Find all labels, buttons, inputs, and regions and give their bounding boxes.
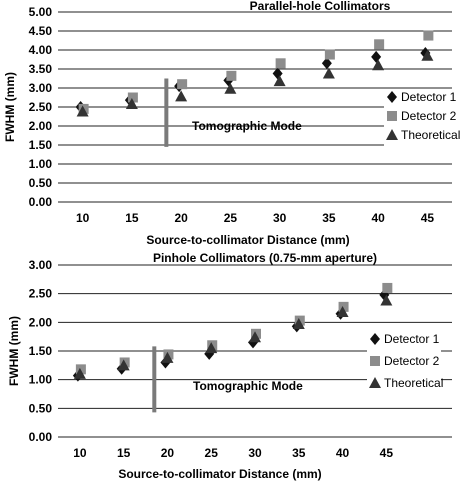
data-point	[382, 282, 393, 293]
y-tick-label: 0.50	[29, 176, 53, 190]
data-point	[321, 57, 332, 70]
x-tick-label: 10	[76, 211, 90, 225]
chart-title: Parallel-hole Collimators	[250, 0, 391, 13]
x-tick-label: 25	[224, 211, 238, 225]
legend-marker	[387, 111, 397, 121]
data-point	[374, 39, 385, 50]
data-point	[338, 301, 349, 312]
x-tick-label: 15	[117, 446, 131, 460]
data-point	[125, 97, 138, 109]
x-tick-label: 15	[125, 211, 139, 225]
legend-marker	[369, 377, 381, 388]
y-tick-label: 2.00	[29, 119, 53, 133]
data-point	[117, 359, 130, 371]
data-point	[224, 82, 237, 94]
y-tick-label: 0.00	[29, 430, 53, 444]
legend-entry: Detector 2	[384, 354, 440, 368]
data-point	[380, 294, 393, 306]
data-point	[177, 79, 188, 90]
y-tick-label: 3.00	[29, 81, 53, 95]
y-tick-label: 4.50	[29, 24, 53, 38]
legend-entry: Detector 2	[401, 109, 457, 123]
data-point	[73, 367, 86, 379]
series-detector-1	[75, 47, 431, 113]
y-axis-label: FWHM (mm)	[3, 72, 17, 142]
legend-marker	[370, 333, 380, 345]
legend-entry: Detector 1	[401, 90, 457, 104]
data-point	[161, 351, 174, 363]
data-point	[275, 58, 286, 69]
y-tick-label: 4.00	[29, 43, 53, 57]
chart-parallel-hole: Parallel-hole Collimators Source-to-coll…	[3, 0, 460, 247]
data-point	[127, 92, 138, 103]
data-point	[76, 105, 89, 117]
y-tick-label: 1.00	[29, 157, 53, 171]
x-tick-label: 30	[248, 446, 262, 460]
series-theoretical	[76, 49, 434, 117]
data-point	[226, 70, 237, 81]
data-point	[324, 49, 335, 60]
y-tick-label: 0.50	[29, 401, 53, 415]
legend-marker	[386, 129, 398, 140]
data-point	[249, 331, 261, 343]
data-point	[205, 342, 218, 354]
x-tick-label: 20	[174, 211, 188, 225]
series-theoretical	[73, 294, 393, 379]
chart-title: Pinhole Collimators (0.75-mm aperture)	[153, 251, 377, 265]
x-axis-label: Source-to-collimator Distance (mm)	[118, 467, 321, 481]
legend-entry: Theoretical	[401, 128, 460, 142]
data-point	[423, 30, 434, 41]
annotation-label: Tomographic Mode	[193, 379, 303, 393]
data-point	[175, 90, 188, 102]
y-tick-label: 2.50	[29, 287, 53, 301]
x-tick-label: 40	[336, 446, 350, 460]
x-tick-label: 20	[161, 446, 175, 460]
gridlines	[58, 11, 452, 203]
y-tick-label: 2.50	[29, 100, 53, 114]
data-point	[273, 75, 286, 87]
x-tick-label: 35	[292, 446, 306, 460]
legend: Detector 1 Detector 2 Theoretical	[367, 331, 443, 401]
x-tick-label: 35	[322, 211, 336, 225]
y-tick-label: 3.50	[29, 62, 53, 76]
y-tick-label: 3.00	[29, 258, 53, 272]
y-tick-label: 1.50	[29, 138, 53, 152]
data-point	[421, 49, 434, 61]
annotation-label: Tomographic Mode	[192, 119, 302, 133]
y-tick-label: 0.00	[29, 195, 53, 209]
legend-marker	[370, 356, 380, 366]
x-tick-label: 45	[380, 446, 394, 460]
x-tick-label: 45	[421, 211, 435, 225]
legend-entry: Detector 1	[384, 332, 440, 346]
x-tick-label: 30	[273, 211, 287, 225]
data-point	[292, 318, 305, 330]
legend-entry: Theoretical	[384, 376, 443, 390]
x-tick-label: 10	[73, 446, 87, 460]
legend-marker	[387, 91, 397, 103]
x-axis-label: Source-to-collimator Distance (mm)	[146, 233, 349, 247]
data-point	[336, 306, 349, 318]
legend: Detector 1 Detector 2 Theoretical	[384, 89, 460, 150]
y-axis-label: FWHM (mm)	[7, 316, 21, 386]
y-tick-label: 1.50	[29, 344, 53, 358]
data-point	[372, 59, 385, 71]
x-tick-label: 40	[371, 211, 385, 225]
data-point	[75, 364, 86, 375]
y-tick-label: 1.00	[29, 373, 53, 387]
data-point	[371, 50, 382, 63]
y-tick-label: 2.00	[29, 315, 53, 329]
x-tick-label: 25	[205, 446, 219, 460]
y-tick-label: 5.00	[29, 5, 53, 19]
chart-pinhole: Pinhole Collimators (0.75-mm aperture) S…	[7, 251, 452, 481]
data-point	[322, 67, 335, 79]
